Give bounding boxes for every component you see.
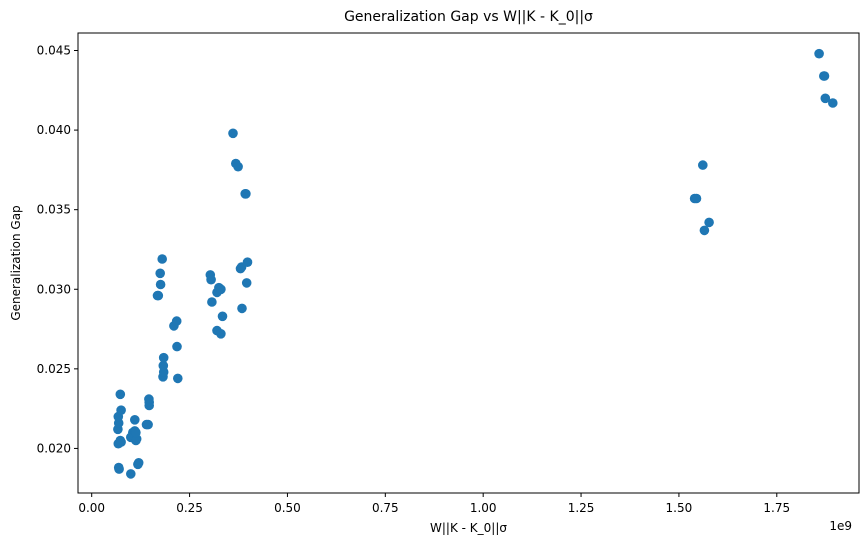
data-point-65 [820,93,831,104]
data-point-8 [116,405,126,416]
data-point-4 [116,437,126,447]
data-point-43 [216,284,226,295]
y-tick-label: 0.035 [37,203,71,217]
data-point-28 [155,279,166,290]
data-point-1 [114,464,124,474]
data-point-19 [130,415,140,425]
x-tick-label: 0.25 [176,501,203,515]
chart-title: Generalization Gap vs W||K - K_0||σ [344,9,593,25]
data-point-58 [691,193,702,204]
data-point-16 [131,435,141,446]
x-axis-ticks: 0.00 0.25 0.50 0.75 1.00 1.25 1.50 1.75 [78,493,790,515]
x-axis-label: W||K - K_0||σ [430,521,507,535]
data-point-39 [206,274,216,285]
x-tick-label: 0.50 [274,501,301,515]
data-point-49 [233,161,243,172]
y-tick-label: 0.040 [37,123,71,137]
data-point-36 [173,373,183,384]
y-tick-label: 0.030 [37,282,71,296]
data-point-40 [207,297,217,307]
y-tick-label: 0.045 [37,44,71,58]
x-tick-label: 0.75 [372,501,399,515]
data-point-24 [144,394,154,404]
data-point-27 [155,268,165,279]
data-point-29 [157,254,167,264]
data-point-60 [699,225,710,236]
data-point-47 [228,128,238,139]
data-point-55 [241,278,252,288]
data-point-33 [158,352,169,363]
points-layer [113,48,838,479]
data-point-37 [172,341,182,352]
data-point-59 [698,160,708,170]
data-point-56 [242,257,253,268]
data-point-10 [126,469,136,479]
data-point-12 [133,458,144,468]
data-point-62 [814,48,824,59]
y-tick-label: 0.020 [37,441,71,455]
x-tick-label: 1.50 [666,501,693,515]
x-tick-label: 0.00 [78,501,105,515]
data-point-61 [704,217,714,228]
x-tick-label: 1.25 [568,501,595,515]
x-tick-label: 1.75 [763,501,790,515]
data-point-32 [158,360,169,371]
plot-frame [77,32,860,494]
x-axis-multiplier: 1e9 [829,519,852,533]
y-axis-label: Generalization Gap [9,205,23,320]
data-point-18 [131,427,141,438]
y-tick-label: 0.025 [37,362,71,376]
data-point-9 [115,389,126,400]
data-point-66 [828,98,838,108]
data-point-26 [153,290,164,301]
data-point-54 [241,189,251,199]
x-tick-label: 1.00 [470,501,497,515]
data-point-21 [143,419,153,430]
data-point-45 [216,329,226,339]
data-point-46 [217,311,228,322]
y-axis-ticks: 0.020 0.025 0.030 0.035 0.040 0.045 [37,44,78,455]
data-point-52 [237,303,247,314]
data-point-64 [819,71,830,81]
data-point-35 [171,316,182,326]
